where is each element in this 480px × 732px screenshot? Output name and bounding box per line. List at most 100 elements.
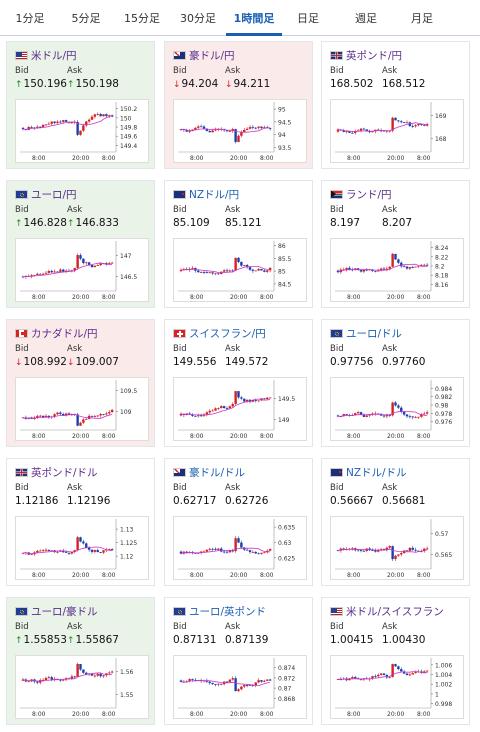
pair-title[interactable]: ユーロ/豪ドル (15, 604, 98, 618)
candlestick-chart[interactable]: 95 94.5 94 93.5 8:00 20:00 8:00 (173, 99, 307, 163)
rate-card[interactable]: ユーロ/豪ドル Bid Ask ↑1.55853 ↑1.55867 1.56 1.55 8:0… (6, 597, 155, 725)
pair-name[interactable]: 米ドル/スイスフラン (346, 605, 444, 618)
rate-card[interactable]: 米ドル/円 Bid Ask ↑150.196 ↑150.198 150.2 150 149.8… (6, 41, 155, 169)
moving-average-line (22, 115, 113, 130)
rate-card[interactable]: 米ドル/スイスフラン Bid Ask 1.00415 1.00430 1.006 1.004… (321, 597, 470, 725)
pair-name[interactable]: 豪ドル/ドル (189, 466, 246, 479)
y-tick-label: 0.872 (278, 675, 295, 682)
up-arrow-icon: ↑ (67, 219, 75, 229)
pair-name[interactable]: 米ドル/円 (31, 49, 77, 62)
pair-title[interactable]: 豪ドル/円 (173, 48, 235, 62)
pair-title[interactable]: 英ポンド/ドル (15, 465, 98, 479)
pair-name[interactable]: ユーロ/ドル (346, 327, 403, 340)
rate-card[interactable]: 豪ドル/ドル Bid Ask 0.62717 0.62726 0.635 0.63 0.625… (164, 458, 313, 586)
candlestick-chart[interactable]: 1.56 1.55 8:00 20:00 8:00 (15, 655, 149, 719)
candlestick-chart[interactable]: 0.874 0.872 0.87 0.868 8:00 20:00 8:00 (173, 655, 307, 719)
candle-body (194, 127, 197, 130)
pair-name[interactable]: NZドル/円 (189, 188, 240, 201)
candle-body (56, 551, 59, 553)
rate-card[interactable]: ユーロ/英ポンド Bid Ask 0.87131 0.87139 0.874 0.872 0.… (164, 597, 313, 725)
pair-name[interactable]: カナダドル/円 (31, 327, 98, 340)
pair-name[interactable]: 豪ドル/円 (189, 49, 235, 62)
rate-card[interactable]: NZドル/円 Bid Ask 85.109 85.121 86 85.5 85 84.5 8:00… (164, 180, 313, 308)
candle-body (342, 269, 345, 271)
pair-title[interactable]: ランド/円 (330, 187, 392, 201)
candle-body (374, 676, 377, 677)
pair-name[interactable]: ランド/円 (346, 188, 392, 201)
tab-0[interactable]: 1分足 (15, 12, 45, 25)
x-tick-label: 8:00 (102, 155, 116, 162)
tab-4[interactable]: 1時間足 (226, 0, 282, 36)
pair-name[interactable]: ユーロ/豪ドル (31, 605, 98, 618)
rate-card[interactable]: NZドル/ドル Bid Ask 0.56667 0.56681 0.57 0.565 8:00… (321, 458, 470, 586)
candle-body (240, 261, 243, 266)
rate-card[interactable]: スイスフラン/円 Bid Ask 149.556 149.572 149.5 149 8:00… (164, 319, 313, 447)
bid-value: ↓94.204 (173, 78, 219, 90)
candlestick-chart[interactable]: 0.57 0.565 8:00 20:00 8:00 (330, 516, 464, 580)
tab-7[interactable]: 月足 (411, 12, 433, 25)
candle-body (105, 413, 108, 415)
candle-body (420, 414, 423, 417)
rate-card[interactable]: カナダドル/円 Bid Ask ↓108.992 ↓109.007 109.5 109 8:0… (6, 319, 155, 447)
candlestick-chart[interactable]: 147 146.5 8:00 20:00 8:00 (15, 238, 149, 302)
candle-body (402, 266, 406, 268)
candlestick-chart[interactable]: 86 85.5 85 84.5 8:00 20:00 8:00 (173, 238, 307, 302)
rate-card[interactable]: ランド/円 Bid Ask 8.197 8.207 8.24 8.22 8.2 8.18 8.16… (321, 180, 470, 308)
tab-6[interactable]: 週足 (355, 12, 377, 25)
pair-name[interactable]: ユーロ/円 (31, 188, 77, 201)
pair-name[interactable]: スイスフラン/円 (189, 327, 266, 340)
candlestick-chart[interactable]: 149.5 149 8:00 20:00 8:00 (173, 377, 307, 441)
candle-body (87, 119, 91, 122)
candlestick-chart[interactable]: 8.24 8.22 8.2 8.18 8.16 8:00 20:00 8:00 (330, 238, 464, 302)
tab-5[interactable]: 日足 (297, 12, 319, 25)
rate-card[interactable]: 英ポンド/円 Bid Ask 168.502 168.512 169 168 8:00 20:0… (321, 41, 470, 169)
candle-body (36, 273, 39, 275)
pair-name[interactable]: 英ポンド/ドル (31, 466, 98, 479)
pair-title[interactable]: ユーロ/英ポンド (173, 604, 266, 618)
flag-icon (330, 606, 343, 616)
flag-icon (173, 50, 186, 60)
candle-body (420, 671, 423, 673)
candlestick-chart[interactable]: 1.13 1.125 1.12 8:00 20:00 8:00 (15, 516, 149, 580)
candlestick-chart[interactable]: 1.006 1.004 1.002 1 0.998 8:00 20:00 8:00 (330, 655, 464, 719)
rate-card[interactable]: ユーロ/ドル Bid Ask 0.97756 0.97760 0.984 0.982 0.98… (321, 319, 470, 447)
pair-title[interactable]: 豪ドル/ドル (173, 465, 245, 479)
candle-body (414, 549, 417, 551)
pair-title[interactable]: 米ドル/円 (15, 48, 77, 62)
pair-title[interactable]: ユーロ/円 (15, 187, 77, 201)
candlestick-chart[interactable]: 150.2 150 149.8 149.6 149.4 8:00 20:00 8:00 (15, 99, 149, 163)
tab-3[interactable]: 30分足 (180, 12, 216, 25)
rate-card[interactable]: 英ポンド/ドル Bid Ask 1.12186 1.12196 1.13 1.125 1.12… (6, 458, 155, 586)
candle-body (62, 414, 65, 416)
candle-body (362, 414, 366, 417)
moving-average-line (337, 670, 428, 680)
flag-icon (173, 467, 186, 477)
pair-title[interactable]: カナダドル/円 (15, 326, 98, 340)
x-tick-label: 8:00 (32, 294, 46, 301)
ask-value: 85.121 (225, 217, 262, 229)
candlestick-chart[interactable]: 109.5 109 8:00 20:00 8:00 (15, 377, 149, 441)
rate-card[interactable]: 豪ドル/円 Bid Ask ↓94.204 ↓94.211 95 94.5 94 93.5 8:0… (164, 41, 313, 169)
x-tick-label: 20:00 (230, 711, 247, 718)
candlestick-chart[interactable]: 169 168 8:00 20:00 8:00 (330, 99, 464, 163)
candlestick-chart[interactable]: 0.635 0.63 0.625 8:00 20:00 8:00 (173, 516, 307, 580)
x-tick-label: 20:00 (230, 433, 247, 440)
pair-name[interactable]: 英ポンド/円 (346, 49, 403, 62)
candle-body (251, 269, 255, 271)
pair-name[interactable]: ユーロ/英ポンド (189, 605, 267, 618)
candle-body (222, 406, 226, 409)
candle-body (76, 414, 79, 426)
rate-card[interactable]: ユーロ/円 Bid Ask ↑146.828 ↑146.833 147 146.5 8:00 2… (6, 180, 155, 308)
tab-1[interactable]: 5分足 (71, 12, 101, 25)
tab-2[interactable]: 15分足 (124, 12, 160, 25)
ask-label: Ask (67, 66, 83, 76)
pair-name[interactable]: NZドル/ドル (346, 466, 407, 479)
ask-value: ↑1.55867 (67, 634, 119, 646)
pair-title[interactable]: NZドル/円 (173, 187, 239, 201)
pair-title[interactable]: ユーロ/ドル (330, 326, 402, 340)
pair-title[interactable]: NZドル/ドル (330, 465, 407, 479)
candlestick-chart[interactable]: 0.984 0.982 0.98 0.978 0.976 8:00 20:00 8:00 (330, 377, 464, 441)
pair-title[interactable]: 米ドル/スイスフラン (330, 604, 444, 618)
pair-title[interactable]: スイスフラン/円 (173, 326, 266, 340)
pair-title[interactable]: 英ポンド/円 (330, 48, 402, 62)
